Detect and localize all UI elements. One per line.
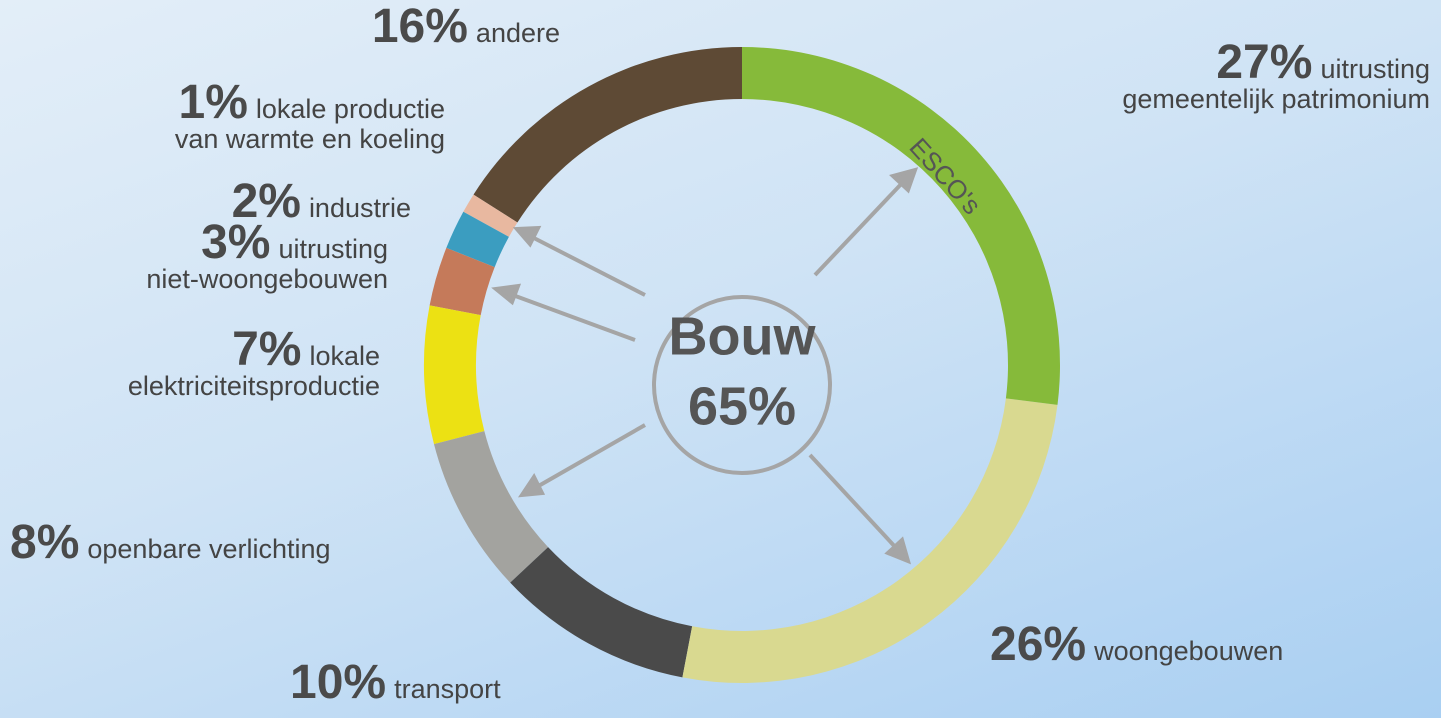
value-label: 3% (201, 216, 271, 269)
value-label: 26% (990, 618, 1087, 671)
value-label: 8% (10, 516, 80, 569)
value-label: 27% (1216, 36, 1313, 89)
slice-label: 16% andere (372, 3, 560, 51)
category-label: woongebouwen (1094, 636, 1284, 666)
center-title: Bouw (669, 306, 817, 366)
donut-segment (433, 431, 549, 583)
category-label: lokale elektriciteitsproductie (127, 341, 380, 401)
value-label: 10% (290, 656, 387, 709)
slice-label: 10% transport (290, 659, 501, 707)
slice-label: 8% openbare verlichting (10, 519, 331, 567)
donut-segment (742, 47, 1060, 405)
donut-segment (473, 47, 742, 223)
center-value: 65% (688, 376, 796, 436)
category-label: uitrusting gemeentelijk patrimonium (1122, 54, 1430, 114)
category-label: transport (394, 674, 501, 704)
slice-label: 3% uitrusting niet-woongebouwen (146, 219, 388, 295)
donut-segment (424, 305, 485, 445)
slice-label: 1% lokale productie van warmte en koeling (174, 79, 445, 155)
slice-label: 26% woongebouwen (990, 621, 1284, 669)
arrows (491, 167, 919, 565)
category-label: andere (475, 18, 560, 48)
category-label: openbare verlichting (87, 534, 331, 564)
donut-segment (446, 211, 509, 268)
value-label: 7% (232, 323, 302, 376)
slice-label: 7% lokale elektriciteitsproductie (127, 326, 380, 402)
slice-label: 2% industrie (232, 178, 411, 226)
category-label: industrie (308, 193, 411, 223)
value-label: 2% (231, 175, 301, 228)
slice-label: 27% uitrusting gemeentelijk patrimonium (990, 39, 1430, 115)
donut-segment (429, 247, 495, 316)
category-label: uitrusting niet-woongebouwen (146, 234, 388, 294)
category-label: lokale productie van warmte en koeling (174, 94, 445, 154)
value-label: 16% (371, 0, 468, 53)
value-label: 1% (178, 76, 248, 129)
donut-segment (682, 398, 1058, 684)
donut-segment (463, 194, 518, 237)
donut-segment (510, 547, 693, 678)
center-circle (652, 295, 832, 475)
